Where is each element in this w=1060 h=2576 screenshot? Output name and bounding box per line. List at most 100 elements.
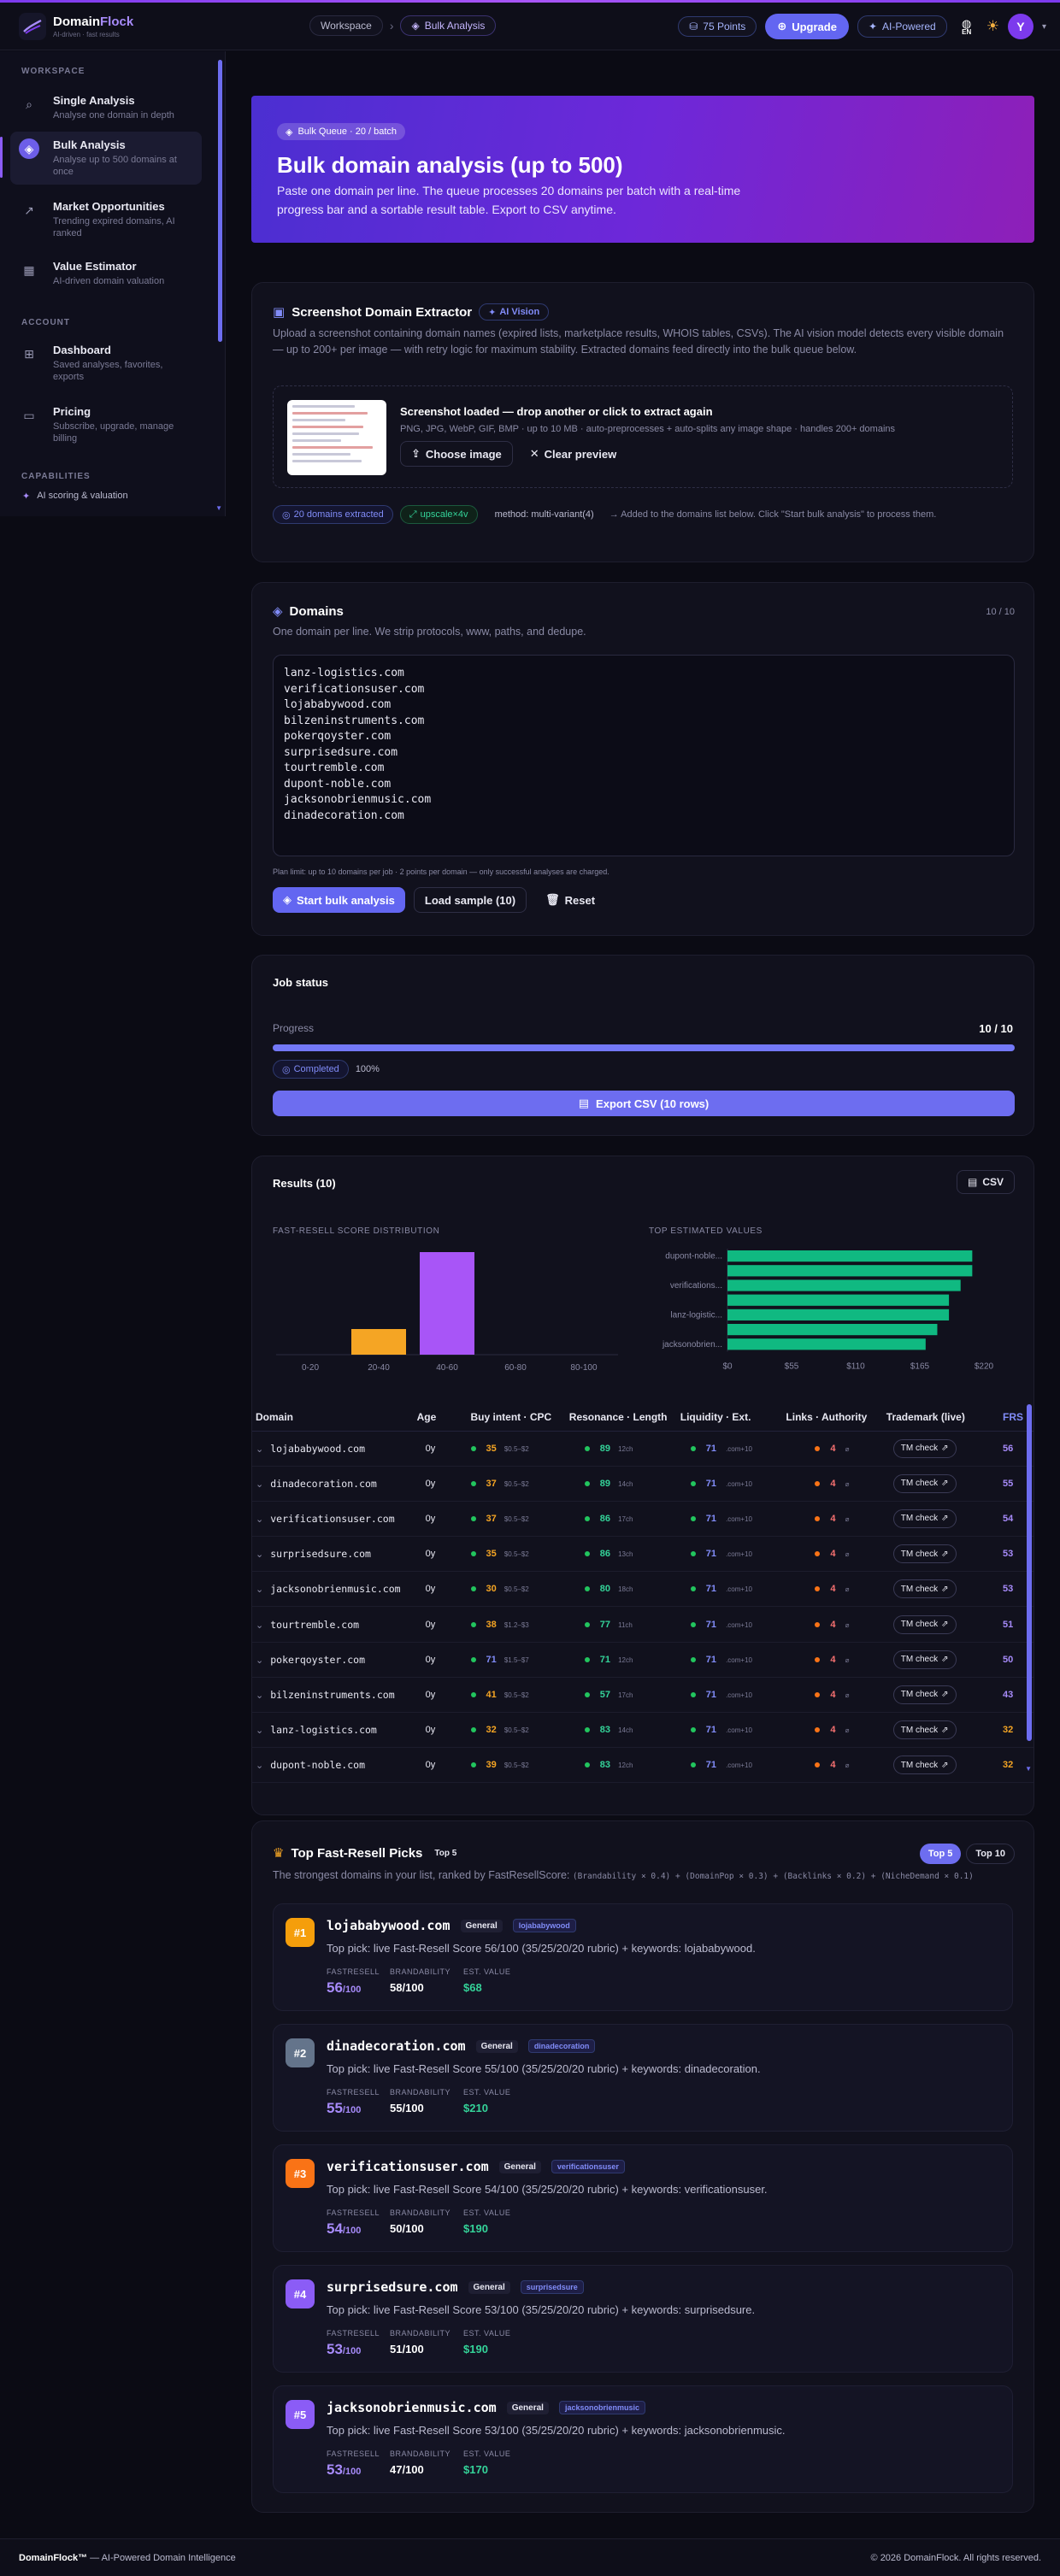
pick-domain[interactable]: surprisedsure.com bbox=[327, 2279, 458, 2295]
export-csv-button[interactable]: ▤ Export CSV (10 rows) bbox=[273, 1091, 1015, 1116]
column-header[interactable]: Domain bbox=[252, 1403, 414, 1432]
pick-domain[interactable]: jacksonobrienmusic.com bbox=[327, 2400, 497, 2415]
domain-name[interactable]: pokerqoyster.com bbox=[270, 1653, 365, 1666]
crumb-current[interactable]: ◈ Bulk Analysis bbox=[400, 15, 497, 36]
domain-name[interactable]: surprisedsure.com bbox=[270, 1548, 371, 1561]
chevron-down-icon[interactable]: ▾ bbox=[1041, 21, 1046, 32]
crumb-workspace[interactable]: Workspace bbox=[309, 15, 383, 36]
sidebar-scrollbar[interactable] bbox=[218, 60, 222, 342]
column-header[interactable]: Resonance · Length bbox=[565, 1403, 677, 1432]
tm-check-button[interactable]: TM check ⇗ bbox=[892, 1650, 957, 1669]
tm-check-button[interactable]: TM check ⇗ bbox=[892, 1544, 957, 1564]
chevron-down-icon[interactable]: ⌄ bbox=[256, 1690, 264, 1701]
chevron-down-icon[interactable]: ⌄ bbox=[256, 1655, 264, 1666]
load-sample-button[interactable]: Load sample (10) bbox=[413, 887, 527, 913]
domain-name[interactable]: verificationsuser.com bbox=[270, 1512, 395, 1525]
table-row[interactable]: ⌄ lojababywood.com 0y 35 $0.5–$2 89 12ch 71 .… bbox=[252, 1431, 1034, 1467]
domain-name[interactable]: dupont-noble.com bbox=[270, 1759, 365, 1772]
chevron-down-icon[interactable]: ⌄ bbox=[256, 1444, 264, 1455]
cpc-range: $0.5–$2 bbox=[504, 1585, 529, 1594]
table-row[interactable]: ⌄ bilzeninstruments.com 0y 41 $0.5–$2 57 17c… bbox=[252, 1677, 1034, 1714]
pick-domain[interactable]: lojababywood.com bbox=[327, 1918, 450, 1933]
status-dot bbox=[584, 1692, 590, 1697]
column-header[interactable]: Buy intent · CPC bbox=[467, 1403, 566, 1432]
column-header[interactable]: Liquidity · Ext. bbox=[676, 1403, 783, 1432]
sidebar-item-dashboard[interactable]: ⊞ Dashboard Saved analyses, favorites, ex… bbox=[10, 337, 202, 390]
toggle-top-5[interactable]: Top 5 bbox=[919, 1844, 962, 1864]
screenshot-thumbnail[interactable] bbox=[287, 400, 386, 475]
tm-check-button[interactable]: TM check ⇗ bbox=[892, 1438, 957, 1458]
chevron-down-icon[interactable]: ⌄ bbox=[256, 1726, 264, 1737]
choose-image-button[interactable]: ⇪ Choose image bbox=[400, 441, 513, 467]
tm-check-button[interactable]: TM check ⇗ bbox=[892, 1720, 957, 1740]
liquidity: 71 bbox=[705, 1654, 716, 1665]
tm-check-button[interactable]: TM check ⇗ bbox=[892, 1509, 957, 1528]
pick-domain[interactable]: dinadecoration.com bbox=[327, 2038, 466, 2054]
sidebar-item-value-estimator[interactable]: ▦ Value Estimator AI-driven domain valuat… bbox=[10, 253, 202, 294]
value-bar bbox=[727, 1250, 973, 1262]
pick-card[interactable]: #1 lojababywood.com General lojababywood Top… bbox=[273, 1903, 1013, 2011]
domain-length: 17ch bbox=[618, 1514, 633, 1523]
start-bulk-analysis-button[interactable]: ◈ Start bulk analysis bbox=[273, 887, 405, 913]
estimated-value: $210 bbox=[463, 2102, 488, 2114]
sidebar-item-market-opportunities[interactable]: ↗ Market Opportunities Trending expired d… bbox=[10, 193, 202, 246]
tm-check-button[interactable]: TM check ⇗ bbox=[892, 1473, 957, 1493]
brandability-score: 50/100 bbox=[390, 2222, 424, 2235]
brand-logo[interactable]: DomainFlock AI-driven · fast results bbox=[19, 13, 133, 40]
chevron-down-icon[interactable]: ⌄ bbox=[256, 1620, 264, 1631]
top-values-chart: dupont-noble... verifications... lanz-logi… bbox=[662, 1249, 994, 1371]
table-row[interactable]: ⌄ verificationsuser.com 0y 37 $0.5–$2 86 17c… bbox=[252, 1501, 1034, 1538]
chevron-down-icon[interactable]: ⌄ bbox=[256, 1479, 264, 1490]
scroll-down-icon[interactable]: ▼ bbox=[1025, 1765, 1032, 1773]
domains-textarea[interactable]: lanz-logistics.com verificationsuser.com… bbox=[273, 655, 1015, 856]
clear-preview-button[interactable]: ✕ Clear preview bbox=[520, 441, 627, 467]
domain-name[interactable]: dinadecoration.com bbox=[270, 1477, 377, 1490]
table-row[interactable]: ⌄ tourtremble.com 0y 38 $1.2–$3 77 11ch 71 .c… bbox=[252, 1606, 1034, 1643]
domain-name[interactable]: jacksonobrienmusic.com bbox=[270, 1583, 401, 1596]
status-dot bbox=[815, 1480, 821, 1486]
domain-name[interactable]: bilzeninstruments.com bbox=[270, 1688, 395, 1701]
table-row[interactable]: ⌄ lanz-logistics.com 0y 32 $0.5–$2 83 14ch 71… bbox=[252, 1712, 1034, 1749]
tm-check-button[interactable]: TM check ⇗ bbox=[892, 1685, 957, 1704]
pick-domain[interactable]: verificationsuser.com bbox=[327, 2159, 489, 2174]
chevron-down-icon[interactable]: ⌄ bbox=[256, 1585, 264, 1596]
tm-check-button[interactable]: TM check ⇗ bbox=[892, 1579, 957, 1599]
avatar[interactable]: Y bbox=[1007, 14, 1034, 39]
language-switch[interactable]: ◍ EN bbox=[956, 18, 978, 36]
sidebar-item-pricing[interactable]: ▭ Pricing Subscribe, upgrade, manage bill… bbox=[10, 398, 202, 451]
column-header[interactable]: Age bbox=[413, 1403, 468, 1432]
table-row[interactable]: ⌄ dupont-noble.com 0y 39 $0.5–$2 83 12ch 71 .… bbox=[252, 1747, 1034, 1784]
pick-card[interactable]: #2 dinadecoration.com General dinadecoratio… bbox=[273, 2024, 1013, 2132]
table-row[interactable]: ⌄ surprisedsure.com 0y 35 $0.5–$2 86 13ch 71 … bbox=[252, 1536, 1034, 1573]
toggle-top-10[interactable]: Top 10 bbox=[966, 1844, 1015, 1864]
domain-name[interactable]: tourtremble.com bbox=[270, 1618, 360, 1631]
pick-card[interactable]: #5 jacksonobrienmusic.com General jacksonob… bbox=[273, 2385, 1013, 2493]
screenshot-dropzone[interactable]: Screenshot loaded — drop another or clic… bbox=[273, 385, 1013, 488]
domain-name[interactable]: lojababywood.com bbox=[270, 1442, 365, 1455]
table-row[interactable]: ⌄ pokerqoyster.com 0y 71 $1.5–$7 71 12ch 71 .… bbox=[252, 1642, 1034, 1678]
pick-card[interactable]: #4 surprisedsure.com General surprisedsure T… bbox=[273, 2265, 1013, 2373]
column-header[interactable]: Trademark (live) bbox=[882, 1403, 1000, 1432]
points-badge[interactable]: ⛁ 75 Points bbox=[678, 16, 757, 37]
metric-label: BRANDABILITY bbox=[390, 2450, 451, 2458]
results-csv-button[interactable]: ▤ CSV bbox=[956, 1170, 1015, 1194]
chevron-down-icon[interactable]: ⌄ bbox=[256, 1514, 264, 1525]
table-scrollbar[interactable] bbox=[1027, 1404, 1032, 1741]
chevron-down-icon[interactable]: ⌄ bbox=[256, 1550, 264, 1561]
domain-name[interactable]: lanz-logistics.com bbox=[270, 1724, 377, 1737]
sidebar-item-single-analysis[interactable]: ⌕ Single Analysis Analyse one domain in d… bbox=[10, 87, 202, 128]
column-header[interactable]: Links · Authority bbox=[782, 1403, 883, 1432]
sun-icon[interactable]: ☀ bbox=[986, 18, 999, 34]
table-row[interactable]: ⌄ dinadecoration.com 0y 37 $0.5–$2 89 14ch 71… bbox=[252, 1466, 1034, 1502]
chevron-down-icon[interactable]: ⌄ bbox=[256, 1761, 264, 1772]
cpc-range: $0.5–$2 bbox=[504, 1550, 529, 1559]
tm-check-button[interactable]: TM check ⇗ bbox=[892, 1756, 957, 1775]
scroll-down-icon[interactable]: ▼ bbox=[215, 504, 222, 512]
table-row[interactable]: ⌄ jacksonobrienmusic.com 0y 30 $0.5–$2 80 18… bbox=[252, 1571, 1034, 1608]
breadcrumb: Workspace › ◈ Bulk Analysis bbox=[309, 15, 497, 36]
tm-check-button[interactable]: TM check ⇗ bbox=[892, 1614, 957, 1634]
upgrade-button[interactable]: ⊕ Upgrade bbox=[765, 14, 849, 39]
reset-button[interactable]: 🗑 Reset bbox=[535, 887, 605, 913]
sidebar-item-bulk-analysis[interactable]: ◈ Bulk Analysis Analyse up to 500 domains… bbox=[10, 132, 202, 185]
pick-card[interactable]: #3 verificationsuser.com General verificati… bbox=[273, 2144, 1013, 2252]
